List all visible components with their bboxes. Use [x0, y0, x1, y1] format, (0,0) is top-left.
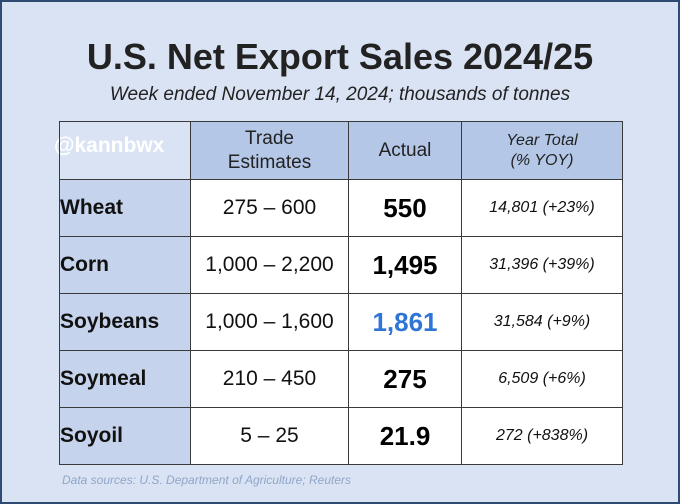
trade-estimate-cell: 5 – 25	[190, 407, 349, 465]
trade-estimate-cell: 1,000 – 2,200	[190, 236, 349, 294]
yoy-value: (+9%)	[547, 313, 591, 330]
yoy-value: (+6%)	[542, 370, 586, 387]
year-total-cell: 14,801 (+23%)	[461, 179, 623, 237]
header-row: Trade Estimates Actual Year Total (% YOY…	[59, 121, 623, 180]
year-total-value: 272	[495, 427, 523, 444]
table-row: Soybeans 1,000 – 1,600 1,861 31,584 (+9%…	[59, 293, 623, 351]
crop-label: Soymeal	[59, 350, 191, 408]
year-total-value: 6,509	[498, 370, 539, 387]
header-estimates-line2: Estimates	[227, 151, 312, 173]
yoy-value: (+39%)	[542, 256, 595, 273]
year-total-value: 14,801	[489, 199, 539, 216]
year-total-value: 31,584	[493, 313, 543, 330]
actual-value-cell: 1,495	[348, 236, 462, 294]
actual-value-cell: 21.9	[348, 407, 462, 465]
chart-title: U.S. Net Export Sales 2024/25	[86, 36, 594, 77]
year-total-cell: 272 (+838%)	[461, 407, 623, 465]
header-blank-cell	[59, 121, 191, 180]
chart-subtitle: Week ended November 14, 2024; thousands …	[109, 84, 571, 105]
year-total-value: 31,396	[489, 256, 539, 273]
data-source-note: Data sources: U.S. Department of Agricul…	[62, 473, 352, 487]
header-year-total: Year Total (% YOY)	[461, 121, 623, 180]
header-actual: Actual	[348, 121, 462, 180]
year-total-cell: 31,584 (+9%)	[461, 293, 623, 351]
header-total-line2: (% YOY)	[510, 151, 574, 169]
crop-label: Corn	[59, 236, 191, 294]
actual-value-cell: 275	[348, 350, 462, 408]
export-sales-table: Trade Estimates Actual Year Total (% YOY…	[59, 121, 623, 465]
year-total-cell: 6,509 (+6%)	[461, 350, 623, 408]
table-row: Wheat 275 – 600 550 14,801 (+23%)	[59, 179, 623, 237]
table-row: Corn 1,000 – 2,200 1,495 31,396 (+39%)	[59, 236, 623, 294]
trade-estimate-cell: 1,000 – 1,600	[190, 293, 349, 351]
table-row: Soymeal 210 – 450 275 6,509 (+6%)	[59, 350, 623, 408]
header-trade-estimates: Trade Estimates	[190, 121, 349, 180]
table-row: Soyoil 5 – 25 21.9 272 (+838%)	[59, 407, 623, 465]
yoy-value: (+23%)	[542, 199, 595, 216]
yoy-value: (+838%)	[527, 427, 589, 444]
crop-label: Soyoil	[59, 407, 191, 465]
trade-estimate-cell: 275 – 600	[190, 179, 349, 237]
year-total-cell: 31,396 (+39%)	[461, 236, 623, 294]
actual-value-cell-highlighted: 1,861	[348, 293, 462, 351]
trade-estimate-cell: 210 – 450	[190, 350, 349, 408]
actual-value-cell: 550	[348, 179, 462, 237]
header-total-line1: Year Total	[506, 131, 578, 149]
crop-label: Soybeans	[59, 293, 191, 351]
crop-label: Wheat	[59, 179, 191, 237]
header-estimates-line1: Trade	[245, 127, 294, 149]
